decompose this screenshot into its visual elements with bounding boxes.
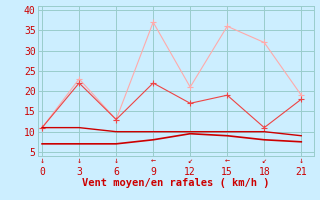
X-axis label: Vent moyen/en rafales ( km/h ): Vent moyen/en rafales ( km/h ) [82,179,270,188]
Text: ←: ← [225,156,230,165]
Text: ↓: ↓ [114,156,119,165]
Text: ↓: ↓ [299,156,304,165]
Text: ←: ← [151,156,156,165]
Text: ↙: ↙ [188,156,193,165]
Text: ↓: ↓ [76,156,82,165]
Text: ↓: ↓ [40,156,44,165]
Text: ↙: ↙ [262,156,267,165]
